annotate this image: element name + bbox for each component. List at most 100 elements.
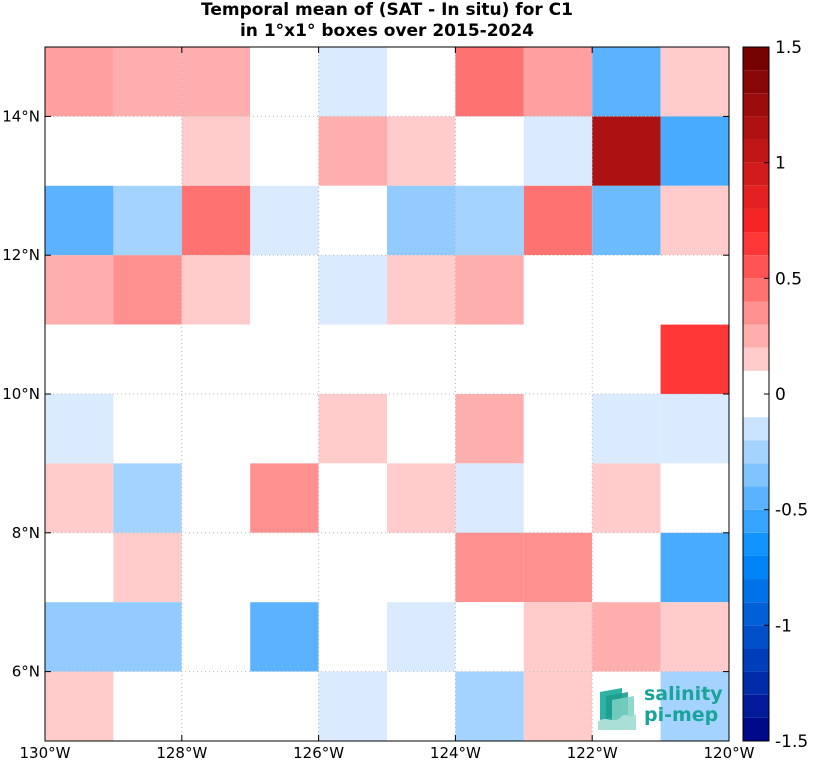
heatmap-cell: [318, 394, 387, 464]
heatmap-cell: [45, 324, 114, 394]
heatmap-cell: [660, 324, 729, 394]
heatmap-cell: [318, 255, 387, 325]
y-tick-label: 8°N: [12, 524, 40, 542]
colorbar-tick-label: 0.5: [775, 269, 802, 289]
heatmap-cell: [523, 532, 593, 603]
heatmap-cell: [523, 47, 593, 117]
y-axis: 6°N 8°N 10°N 12°N 14°N: [2, 107, 729, 681]
heatmap-cell: [455, 47, 524, 117]
heatmap-cell: [455, 116, 524, 186]
heatmap-cell: [660, 255, 729, 325]
heatmap-cell: [660, 47, 729, 117]
colorbar-swatch: [743, 648, 769, 672]
colorbar-swatch: [743, 717, 769, 741]
chart-title: Temporal mean of (SAT - In situ) for C1 …: [45, 0, 729, 42]
heatmap-cell: [113, 463, 182, 533]
heatmap-cell: [250, 185, 319, 256]
heatmap-cell: [318, 185, 387, 256]
x-tick-label: 128°W: [156, 744, 207, 762]
colorbar-swatch: [743, 394, 769, 418]
colorbar-swatch: [743, 324, 769, 348]
heatmap-cell: [592, 394, 661, 464]
y-tick-label: 6°N: [12, 663, 40, 681]
heatmap-cell: [250, 463, 319, 533]
heatmap-cell: [455, 602, 524, 672]
colorbar-tick-label: 1.5: [775, 38, 802, 58]
heatmap-cell: [181, 532, 251, 603]
heatmap-cell: [660, 394, 729, 464]
colorbar-swatch: [743, 694, 769, 718]
heatmap-cell: [660, 671, 729, 741]
chart-title-line1: Temporal mean of (SAT - In situ) for C1: [201, 0, 573, 20]
heatmap-cell: [113, 532, 182, 603]
heatmap-cell: [113, 116, 182, 186]
heatmap-cell: [387, 671, 456, 741]
heatmap-cell: [181, 185, 251, 256]
heatmap-cell: [387, 394, 456, 464]
heatmap-cell: [387, 255, 456, 325]
colorbar-swatch: [743, 70, 769, 94]
colorbar-swatch: [743, 602, 769, 626]
logo-mark-icon: [598, 688, 636, 730]
colorbar-tick-label: -1: [775, 616, 792, 636]
heatmap-cell: [113, 185, 182, 256]
colorbar-swatch: [743, 278, 769, 302]
heatmap-cell: [250, 671, 319, 741]
colorbar-swatch: [743, 232, 769, 256]
colorbar-swatch: [743, 185, 769, 209]
heatmap-cell: [455, 394, 524, 464]
heatmap-cell: [250, 324, 319, 394]
heatmap-cell: [45, 671, 114, 741]
x-tick-label: 120°W: [704, 744, 755, 762]
heatmap-cell: [181, 394, 251, 464]
heatmap-cell: [113, 602, 182, 672]
heatmap-cell: [660, 602, 729, 672]
heatmap-cell: [181, 255, 251, 325]
heatmap-cell: [181, 463, 251, 533]
heatmap-cell: [45, 185, 114, 256]
logo-line1: salinity: [644, 683, 723, 705]
colorbar-swatch: [743, 301, 769, 325]
heatmap-cell: [523, 394, 593, 464]
heatmap-cell: [181, 47, 251, 117]
heatmap-cell: [113, 324, 182, 394]
heatmap-cells: [45, 47, 729, 741]
heatmap-cell: [455, 463, 524, 533]
colorbar-swatch: [743, 347, 769, 371]
y-tick-label: 14°N: [2, 107, 40, 125]
heatmap-cell: [455, 671, 524, 741]
heatmap-cell: [455, 185, 524, 256]
x-tick-label: 126°W: [293, 744, 344, 762]
heatmap-cell: [113, 394, 182, 464]
colorbar-swatch: [743, 208, 769, 233]
heatmap-cell: [181, 324, 251, 394]
heatmap-cell: [387, 185, 456, 256]
heatmap-cell: [387, 532, 456, 603]
heatmap-cell: [523, 116, 593, 186]
colorbar-swatch: [743, 671, 769, 695]
colorbar-swatch: [743, 162, 769, 186]
colorbar-swatch: [743, 463, 769, 487]
y-tick-label: 10°N: [2, 385, 40, 403]
colorbar-swatch: [743, 486, 769, 510]
heatmap-cell: [455, 324, 524, 394]
chart-title-line2: in 1°x1° boxes over 2015-2024: [239, 21, 535, 41]
y-tick-label: 12°N: [2, 246, 40, 264]
heatmap-cell: [318, 671, 387, 741]
heatmap-cell: [250, 532, 319, 603]
heatmap-cell: [523, 185, 593, 256]
x-tick-label: 124°W: [430, 744, 481, 762]
heatmap-cell: [523, 671, 593, 741]
heatmap-cell: [113, 255, 182, 325]
x-axis: 130°W 128°W 126°W 124°W 122°W 120°W: [20, 47, 755, 762]
heatmap-cell: [318, 116, 387, 186]
heatmap-cell: [387, 47, 456, 117]
heatmap-cell: [181, 671, 251, 741]
heatmap-cell: [250, 394, 319, 464]
heatmap-cell: [387, 116, 456, 186]
colorbar-swatch: [743, 440, 769, 464]
colorbar-swatch: [743, 555, 769, 580]
heatmap-cell: [318, 602, 387, 672]
heatmap-cell: [250, 116, 319, 186]
